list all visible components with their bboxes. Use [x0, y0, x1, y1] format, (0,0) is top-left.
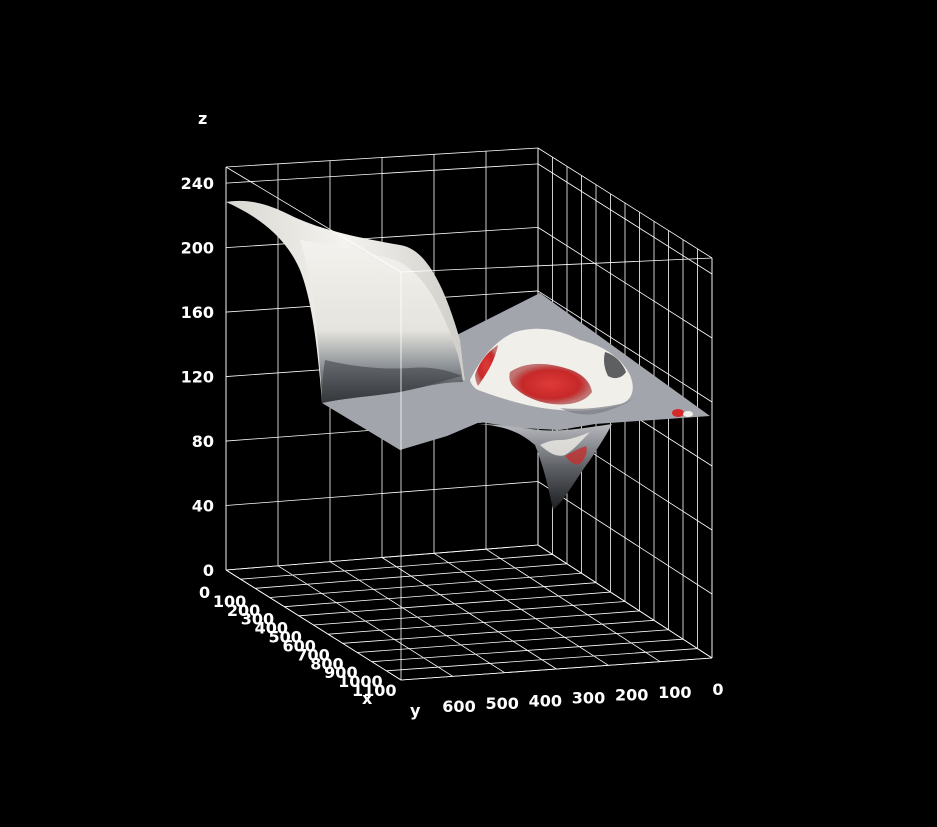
y-tick-label: 100 [658, 683, 691, 702]
z-tick-label: 240 [181, 174, 214, 193]
grid-front-top-left-edge [225, 166, 402, 273]
x-tick-label: 300 [241, 610, 274, 629]
x-tick-label: 600 [282, 636, 315, 655]
grid-floor-x-line [357, 629, 669, 653]
x-tick-label: 100 [213, 592, 246, 611]
z-tick-label: 80 [192, 432, 214, 451]
surface-mound-dark [604, 352, 626, 379]
x-tick-label: 900 [324, 663, 357, 682]
grid-top-edge [225, 147, 539, 168]
y-tick-label: 500 [485, 694, 518, 713]
z-tick-label: 160 [181, 303, 214, 322]
z-tick-label: 200 [181, 239, 214, 258]
grid-floor-x-line [328, 610, 640, 635]
grid-floor-x-line [269, 572, 582, 598]
x-tick-label: 0 [199, 583, 210, 602]
surface-wing-front [300, 240, 463, 403]
x-tick-label: 400 [255, 619, 288, 638]
y-tick-label: 400 [529, 691, 562, 710]
grid-floor-x-line [371, 638, 684, 663]
x-axis-label: x [362, 689, 373, 708]
grid-floor-x-line [284, 582, 597, 608]
grid-front-top-right-edge [400, 257, 713, 273]
grid-floor-x-line [225, 544, 539, 571]
z-tick-label: 0 [203, 561, 214, 580]
surface-pit-red [565, 446, 587, 465]
surface-pit [478, 424, 612, 510]
z-tick-label: 120 [181, 368, 214, 387]
x-tick-label: 500 [269, 628, 302, 647]
grid-top-edge [537, 147, 713, 259]
y-tick-label: 200 [615, 686, 648, 705]
y-tick-label: 0 [712, 680, 723, 699]
grid-floor-x-line [342, 619, 655, 644]
grid-floor-x-line [313, 601, 626, 626]
x-tick-label: 1000 [338, 672, 383, 691]
surface-mound-shadow [560, 394, 640, 415]
surface-mound-red-center [509, 363, 592, 405]
grid-floor-x-line [386, 648, 698, 672]
surface-white-speck [683, 411, 693, 417]
x-tick-label: 1100 [352, 681, 397, 700]
surface-mesh [226, 200, 710, 510]
surface-mound-red-left [475, 345, 498, 386]
grid-floor [225, 544, 713, 681]
grid-floor-x-line [240, 554, 553, 580]
z-axis-label: z [198, 109, 207, 128]
y-axis-ticks: 600 500 400 300 200 100 0 [442, 680, 723, 716]
grid-floor-front-edge [400, 657, 713, 681]
surface-pit-highlight [540, 432, 590, 456]
y-tick-label: 600 [442, 697, 475, 716]
x-tick-label: 800 [310, 654, 343, 673]
z-axis-ticks: 0 40 80 120 160 200 240 [181, 174, 214, 580]
grid-front-edges [225, 166, 713, 681]
surface-red-speck [672, 409, 684, 417]
x-tick-label: 700 [296, 645, 329, 664]
grid-floor-x-line [298, 591, 611, 617]
grid-floor-x-line [255, 563, 568, 589]
z-tick-label: 40 [192, 497, 214, 516]
surface-wing-shade [322, 360, 462, 403]
x-tick-label: 200 [227, 601, 260, 620]
y-tick-label: 300 [572, 689, 605, 708]
grid-floor-left-edge [225, 569, 402, 681]
y-axis-label: y [410, 701, 421, 720]
